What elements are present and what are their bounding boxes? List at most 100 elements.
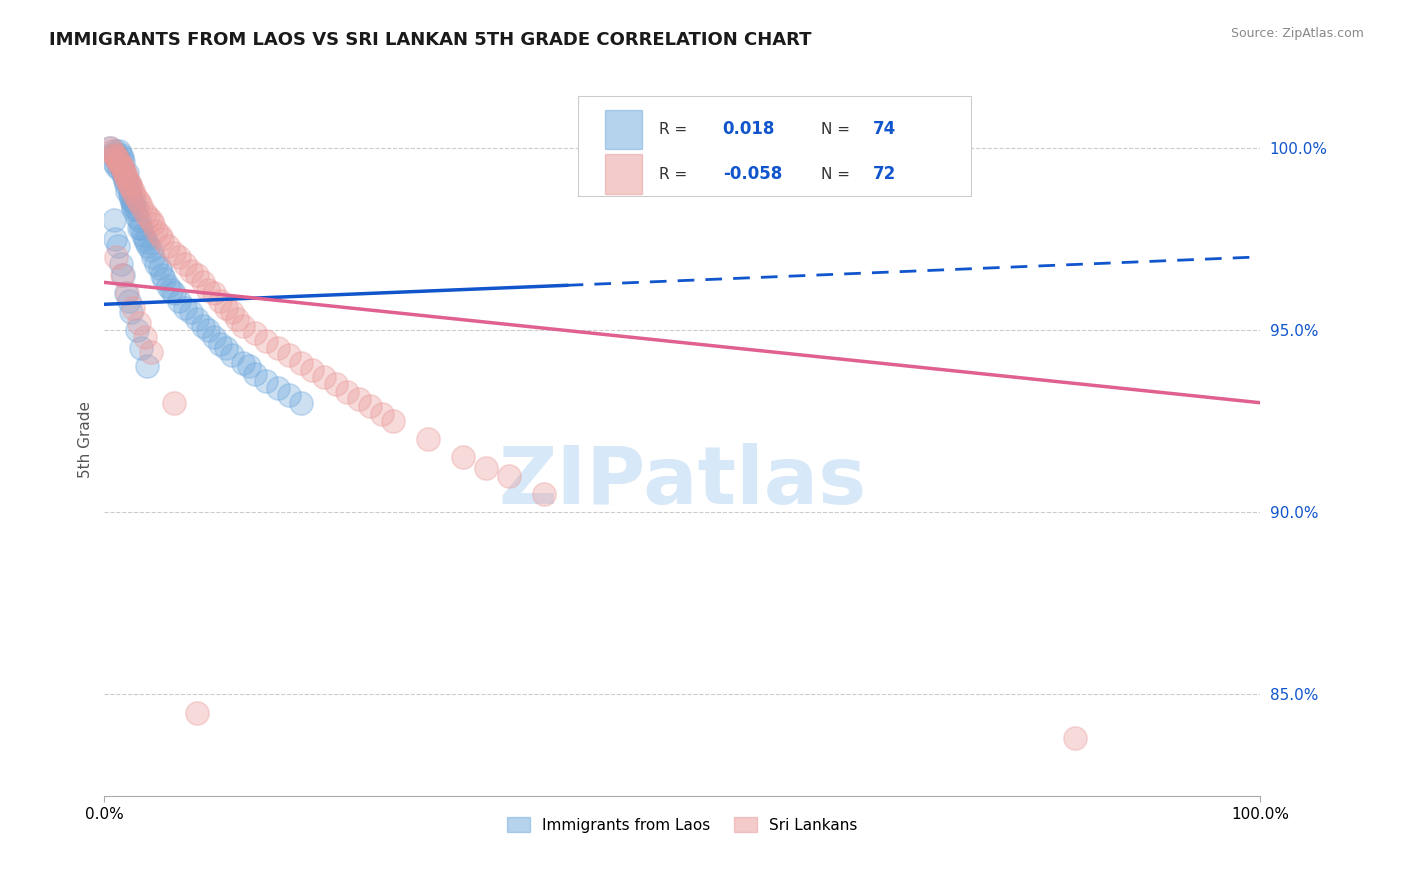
Point <box>208 293 231 308</box>
Point <box>202 286 225 301</box>
Point <box>134 232 156 246</box>
Point <box>153 272 176 286</box>
Point <box>474 461 496 475</box>
Point <box>142 217 165 231</box>
Point <box>122 202 145 217</box>
Point <box>98 140 121 154</box>
Point <box>104 232 127 246</box>
Point <box>105 152 128 166</box>
Point <box>115 177 138 191</box>
Point <box>533 487 555 501</box>
Point <box>278 348 301 362</box>
Point <box>128 316 150 330</box>
Point <box>122 184 145 198</box>
Point <box>254 374 277 388</box>
Point <box>243 367 266 381</box>
Point <box>278 388 301 402</box>
Point <box>382 414 405 428</box>
Text: 74: 74 <box>873 120 896 138</box>
Point <box>136 359 159 374</box>
Point <box>498 468 520 483</box>
Point <box>174 301 197 315</box>
Point <box>103 213 125 227</box>
Point <box>186 311 208 326</box>
Point <box>131 227 153 242</box>
Point <box>121 195 143 210</box>
Point <box>142 250 165 264</box>
Point <box>290 356 312 370</box>
Point <box>128 213 150 227</box>
Point <box>202 330 225 344</box>
Text: IMMIGRANTS FROM LAOS VS SRI LANKAN 5TH GRADE CORRELATION CHART: IMMIGRANTS FROM LAOS VS SRI LANKAN 5TH G… <box>49 31 811 49</box>
Point <box>169 250 191 264</box>
Point <box>110 257 132 271</box>
Point <box>110 159 132 173</box>
Point <box>163 395 186 409</box>
Point <box>124 188 146 202</box>
Point <box>111 162 134 177</box>
Point <box>451 450 474 465</box>
Point <box>117 166 139 180</box>
Point <box>160 283 183 297</box>
Point <box>124 202 146 217</box>
Text: N =: N = <box>821 167 849 182</box>
Point <box>118 177 141 191</box>
Point <box>145 257 167 271</box>
Point <box>104 159 127 173</box>
Point <box>208 337 231 351</box>
Point <box>238 359 260 374</box>
Point <box>131 199 153 213</box>
Point <box>149 260 172 275</box>
Text: 72: 72 <box>873 165 896 183</box>
Point <box>111 159 134 173</box>
Point <box>290 395 312 409</box>
Point <box>118 177 141 191</box>
Point <box>108 155 131 169</box>
Point <box>221 304 243 318</box>
Point <box>118 293 141 308</box>
Point <box>110 148 132 162</box>
Point <box>254 334 277 348</box>
Point <box>191 276 214 290</box>
Point <box>108 162 131 177</box>
Point <box>134 206 156 220</box>
Point <box>215 341 238 355</box>
Point <box>180 264 202 278</box>
Point <box>114 166 136 180</box>
Text: 0.018: 0.018 <box>723 120 775 138</box>
Point <box>115 286 138 301</box>
Point <box>232 319 254 334</box>
Point <box>312 370 335 384</box>
Point <box>221 348 243 362</box>
Text: R =: R = <box>659 122 688 137</box>
Point <box>104 250 127 264</box>
Point <box>215 301 238 315</box>
Point <box>1064 731 1087 745</box>
Point <box>120 192 142 206</box>
Point <box>111 268 134 282</box>
Point <box>128 195 150 210</box>
Text: R =: R = <box>659 167 688 182</box>
Point <box>186 268 208 282</box>
Point <box>136 210 159 224</box>
Point <box>336 384 359 399</box>
Point <box>371 407 394 421</box>
Point <box>131 220 153 235</box>
Point <box>163 286 186 301</box>
Point <box>103 155 125 169</box>
Point <box>134 330 156 344</box>
Point <box>267 381 290 395</box>
Point <box>107 155 129 169</box>
Point <box>114 173 136 187</box>
Point <box>145 224 167 238</box>
Point <box>149 227 172 242</box>
Point <box>197 323 219 337</box>
Point <box>101 148 124 162</box>
Point <box>186 706 208 720</box>
FancyBboxPatch shape <box>605 110 641 149</box>
Point <box>104 148 127 162</box>
Point <box>98 140 121 154</box>
Text: N =: N = <box>821 122 849 137</box>
Point <box>120 304 142 318</box>
Legend: Immigrants from Laos, Sri Lankans: Immigrants from Laos, Sri Lankans <box>501 811 863 838</box>
